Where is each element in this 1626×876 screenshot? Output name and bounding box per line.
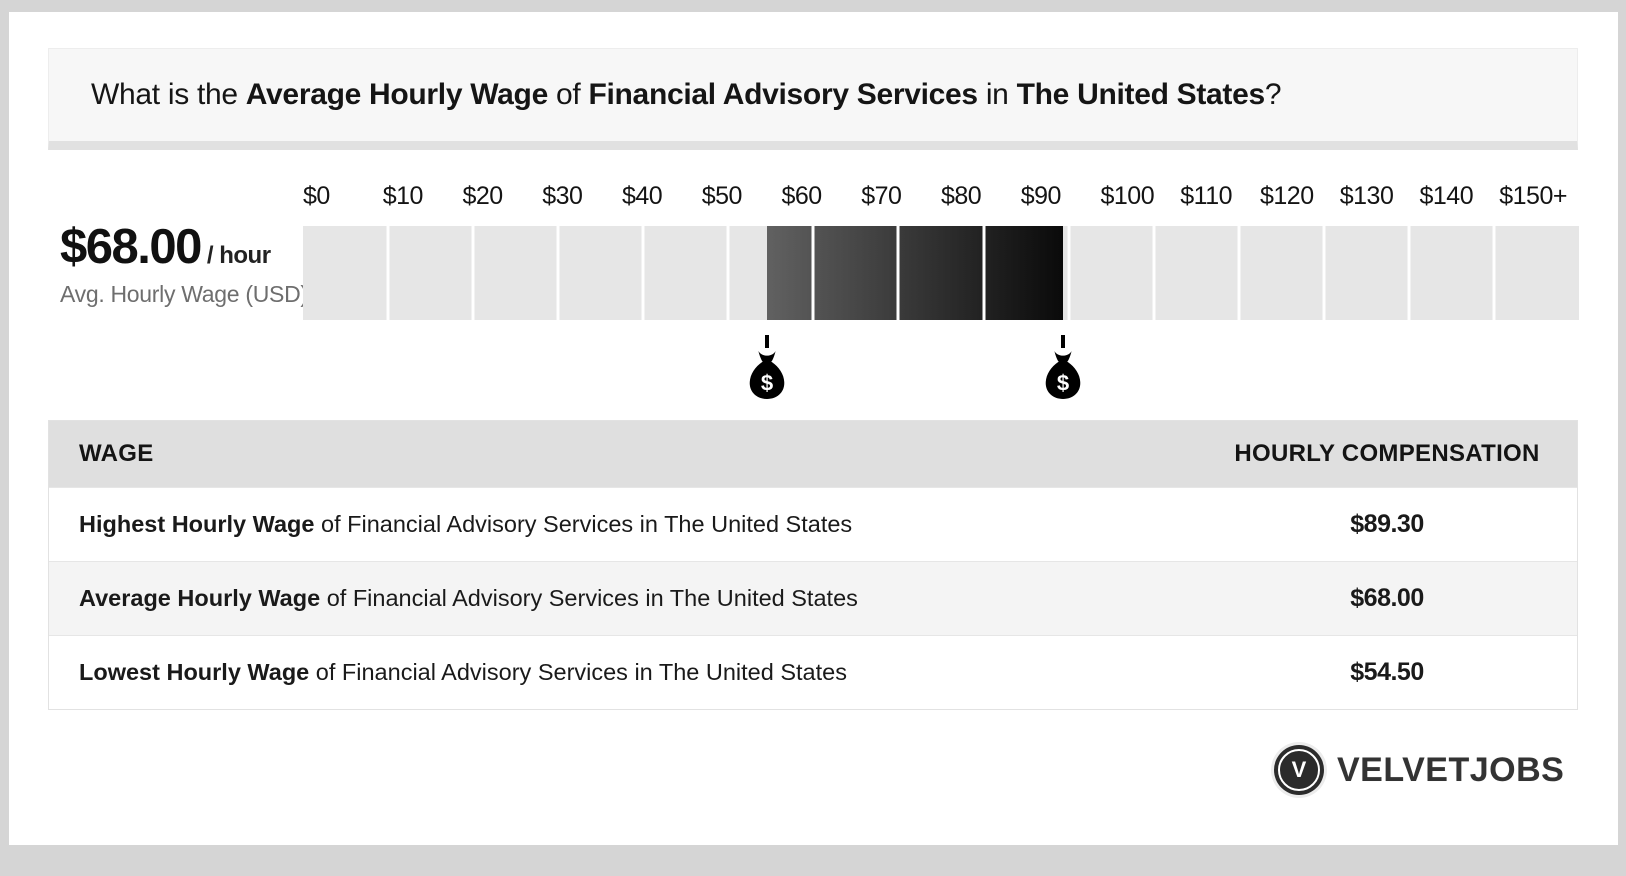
segment-divider xyxy=(811,226,815,320)
wage-range-highlight xyxy=(766,226,1063,320)
wage-table: WAGE HOURLY COMPENSATION Highest Hourly … xyxy=(48,420,1578,710)
axis-tick: $10 xyxy=(382,182,424,210)
header-hourly-compensation: HOURLY COMPENSATION xyxy=(1234,440,1540,467)
segment-divider xyxy=(1322,226,1326,320)
axis-tick: $40 xyxy=(622,182,663,210)
row-value: $68.00 xyxy=(1350,584,1424,612)
row-value: $54.50 xyxy=(1350,658,1424,686)
segment-divider xyxy=(1237,226,1241,320)
table-header-row: WAGE HOURLY COMPENSATION xyxy=(49,421,1577,487)
average-wage-stat: $68.00/ hour Avg. Hourly Wage (USD) xyxy=(60,220,308,308)
logo-initial: V xyxy=(1291,757,1307,782)
axis-tick: $140 xyxy=(1419,182,1474,210)
title-text: What is the Average Hourly Wage of Finan… xyxy=(91,78,1282,111)
table-row: Lowest Hourly Wage of Financial Advisory… xyxy=(49,635,1577,709)
axis-tick: $150+ xyxy=(1499,182,1567,210)
row-label: Lowest Hourly Wage of Financial Advisory… xyxy=(79,659,847,685)
axis-tick: $120 xyxy=(1260,182,1314,210)
axis-tick: $0 xyxy=(303,182,330,210)
row-label: Average Hourly Wage of Financial Advisor… xyxy=(79,585,858,611)
segment-divider xyxy=(726,226,730,320)
brand-name: VELVETJOBS xyxy=(1337,750,1565,789)
axis-tick: $50 xyxy=(701,182,743,210)
header-wage: WAGE xyxy=(79,440,154,467)
segment-divider xyxy=(641,226,645,320)
average-wage-value: $68.00/ hour xyxy=(60,220,271,274)
axis-tick: $60 xyxy=(781,182,823,210)
segment-divider xyxy=(1067,226,1071,320)
average-wage-label: Avg. Hourly Wage (USD) xyxy=(60,281,308,308)
segment-divider xyxy=(386,226,390,320)
axis-tick: $30 xyxy=(542,182,583,210)
wage-bar xyxy=(303,226,1579,320)
axis-tick: $130 xyxy=(1339,182,1394,210)
question-title: What is the Average Hourly Wage of Finan… xyxy=(48,48,1578,150)
velvetjobs-logo: V VELVETJOBS xyxy=(1274,745,1564,795)
average-wage-unit: / hour xyxy=(206,242,271,269)
segment-divider xyxy=(556,226,560,320)
segment-divider xyxy=(1407,226,1411,320)
axis-labels: $0 $10 $20 $30 $40 $50 $60 $70 $80 $90 $100 $110 $12… xyxy=(303,182,1579,211)
axis-tick: $110 xyxy=(1180,182,1233,210)
segment-divider xyxy=(982,226,986,320)
segment-divider xyxy=(471,226,475,320)
row-value: $89.30 xyxy=(1350,510,1424,538)
velvetjobs-logo-icon: V xyxy=(1274,745,1324,795)
axis-tick: $70 xyxy=(861,182,902,210)
segment-divider xyxy=(1492,226,1496,320)
segment-divider xyxy=(1152,226,1156,320)
row-label: Highest Hourly Wage of Financial Advisor… xyxy=(79,511,853,537)
axis-tick: $80 xyxy=(941,182,982,210)
axis-tick: $20 xyxy=(462,182,504,210)
axis-tick: $100 xyxy=(1100,182,1155,210)
segment-divider xyxy=(896,226,900,320)
table-row: Highest Hourly Wage of Financial Advisor… xyxy=(49,487,1577,561)
table-row: Average Hourly Wage of Financial Advisor… xyxy=(49,561,1577,635)
axis-tick: $90 xyxy=(1020,182,1062,210)
